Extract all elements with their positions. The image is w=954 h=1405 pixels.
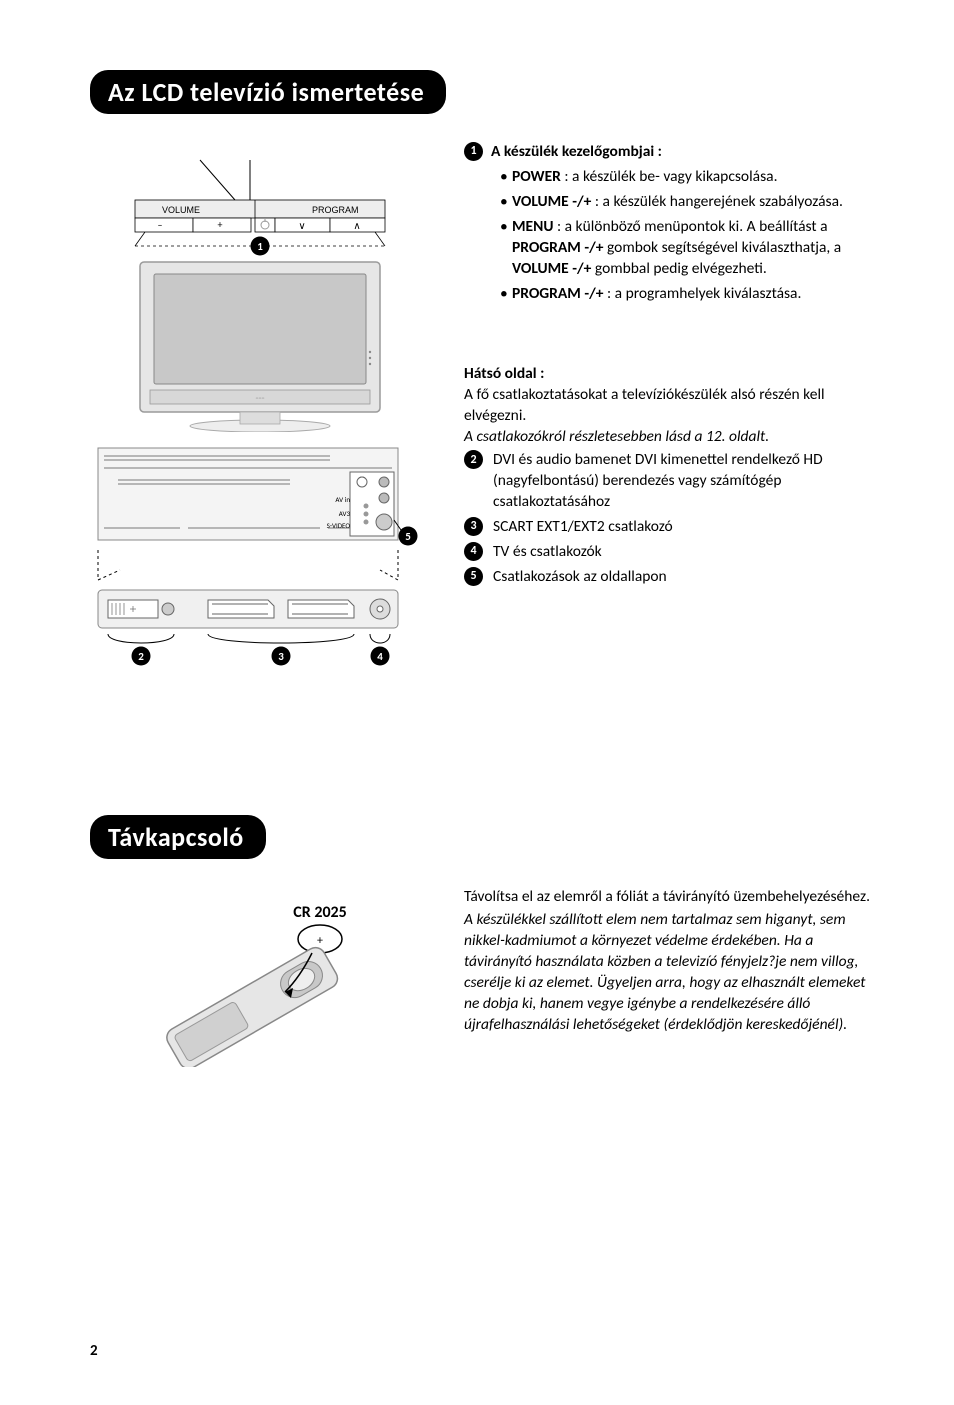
rear-intro: A fő csatlakoztatásokat a televíziókészü… [464,385,874,427]
remote-body: A készülékkel szállított elem nem tartal… [464,910,874,1036]
rear-heading: Hátsó oldal : [464,364,874,385]
rear-item-4: 4TV és csatlakozók [464,542,874,563]
program-label: PROGRAM [312,205,359,215]
svg-text:AV in: AV in [335,495,350,504]
rear-item-2: 2DVI és audio bamenet DVI kimenettel ren… [464,450,874,513]
bullet-program: PROGRAM -/+ : a programhelyek kiválasztá… [500,284,874,305]
tv-front-figure: VOLUME PROGRAM – + ∨ ∧ 1 [90,152,410,432]
controls-heading: 1 A készülék kezelőgombjai : [464,142,874,163]
volume-label: VOLUME [162,205,200,215]
svg-text:∨: ∨ [298,219,305,232]
section-1-content: VOLUME PROGRAM – + ∨ ∧ 1 [90,142,874,675]
svg-text:+: + [317,934,323,948]
callout-1-icon: 1 [464,142,483,161]
svg-text:······: ······ [255,394,265,402]
callout-5-icon: 5 [464,567,483,586]
rear-item-list: 2DVI és audio bamenet DVI kimenettel ren… [464,450,874,588]
section-2-title: Távkapcsoló [90,815,266,859]
svg-text:2: 2 [138,650,144,663]
svg-text:3: 3 [278,650,284,663]
remote-lead: Távolítsa el az elemről a fóliát a távir… [464,887,874,908]
svg-text:AV3: AV3 [339,509,351,518]
svg-text:+: + [218,218,223,231]
battery-label: CR 2025 [293,903,347,922]
callout-2-icon: 2 [464,450,483,469]
rear-panel-text: Hátsó oldal : A fő csatlakoztatásokat a … [464,364,874,587]
rear-note: A csatlakozókról részletesebben lásd a 1… [464,427,874,448]
bullet-volume: VOLUME -/+ : a készülék hangerejének sza… [500,192,874,213]
bullet-menu: MENU : a különböző menüpontok ki. A beál… [500,217,874,280]
section-2-heading-wrap: Távkapcsoló [90,815,874,859]
section-2-content: CR 2025 + Távolítsa el az elemről a fóli… [90,887,874,1072]
svg-text:∧: ∧ [353,219,360,232]
battery-figure: CR 2025 + [90,897,370,1072]
battery-figure-col: CR 2025 + [90,887,440,1072]
svg-text:1: 1 [257,240,263,253]
callout-4-icon: 4 [464,542,483,561]
rear-item-3: 3SCART EXT1/EXT2 csatlakozó [464,517,874,538]
figures-column: VOLUME PROGRAM – + ∨ ∧ 1 [90,142,440,675]
text-column: 1 A készülék kezelőgombjai : POWER : a k… [464,142,874,675]
svg-text:5: 5 [405,530,411,543]
remote-text: Távolítsa el az elemről a fóliát a távir… [464,887,874,1072]
callout-3-icon: 3 [464,517,483,536]
rear-item-5: 5Csatlakozások az oldallapon [464,567,874,588]
section-1-title: Az LCD televízió ismertetése [90,70,446,114]
svg-text:4: 4 [377,650,383,663]
controls-bullet-list: POWER : a készülék be- vagy kikapcsolása… [500,167,874,305]
controls-heading-text: A készülék kezelőgombjai : [491,142,662,163]
section-heading-wrap: Az LCD televízió ismertetése [90,70,874,114]
bullet-power: POWER : a készülék be- vagy kikapcsolása… [500,167,874,188]
svg-text:–: – [158,218,163,231]
tv-rear-figure: AV in AV3 S-VIDEO 5 [90,440,430,675]
svg-text:S-VIDEO: S-VIDEO [327,521,351,530]
page-number: 2 [90,1342,98,1360]
